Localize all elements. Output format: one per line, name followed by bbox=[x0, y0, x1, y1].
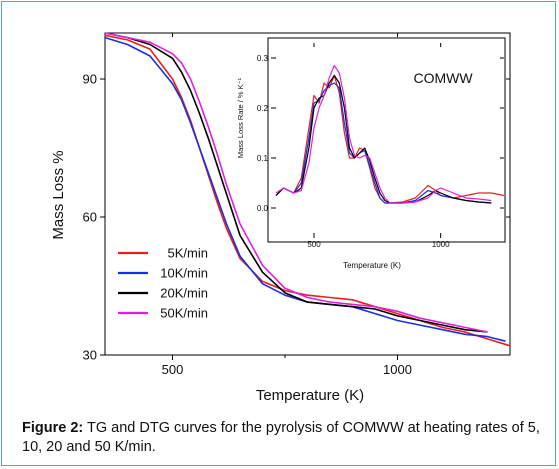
main-y-axis-label: Mass Loss % bbox=[50, 150, 67, 239]
inset-y-tick-label: 0.1 bbox=[257, 154, 269, 163]
caption-label: Figure 2: bbox=[22, 420, 84, 436]
main-series-line-4 bbox=[104, 32, 488, 333]
inset-y-tick-label: 0.0 bbox=[257, 204, 269, 213]
inset-series-group bbox=[275, 64, 505, 204]
caption-text: TG and DTG curves for the pyrolysis of C… bbox=[22, 420, 540, 455]
main-series-group bbox=[104, 32, 511, 347]
main-x-tick-label: 1000 bbox=[383, 362, 412, 377]
main-x-axis-label: Temperature (K) bbox=[256, 387, 364, 404]
inset-background bbox=[268, 38, 505, 242]
main-tick-group: 500 1000 30 60 90 bbox=[83, 33, 510, 377]
legend-label: 50K/min bbox=[160, 306, 208, 321]
main-y-tick-label: 90 bbox=[83, 72, 97, 87]
inset-series-line-2 bbox=[275, 82, 492, 204]
main-y-tick-label: 60 bbox=[83, 210, 97, 225]
inset-y-axis-label: Mass Loss Rate / % K⁻¹ bbox=[236, 77, 245, 158]
inset-x-tick-label: 1000 bbox=[432, 240, 450, 249]
inset-title: COMWW bbox=[413, 70, 473, 86]
legend: 5K/min 10K/min 20K/min 50K/min bbox=[118, 246, 208, 321]
legend-label: 10K/min bbox=[160, 266, 208, 281]
main-series-line-3 bbox=[104, 32, 488, 333]
inset-x-tick-label: 500 bbox=[307, 240, 321, 249]
main-series-line-2 bbox=[104, 36, 506, 342]
figure-caption: Figure 2: TG and DTG curves for the pyro… bbox=[22, 419, 542, 457]
inset-tick-group: 500 1000 0.0 0.1 0.2 0.3 bbox=[257, 43, 504, 249]
inset-y-tick-label: 0.3 bbox=[257, 54, 269, 63]
main-y-tick-label: 30 bbox=[83, 348, 97, 363]
inset-y-tick-label: 0.2 bbox=[257, 104, 269, 113]
inset-series-line-4 bbox=[275, 64, 492, 204]
inset-x-axis-label: Temperature (K) bbox=[343, 261, 401, 270]
legend-label: 5K/min bbox=[168, 246, 208, 261]
inset-series-line-3 bbox=[275, 74, 492, 204]
inset-plot-frame bbox=[267, 37, 506, 243]
main-x-tick-label: 500 bbox=[162, 362, 184, 377]
legend-label: 20K/min bbox=[160, 286, 208, 301]
main-plot-frame bbox=[104, 32, 511, 356]
